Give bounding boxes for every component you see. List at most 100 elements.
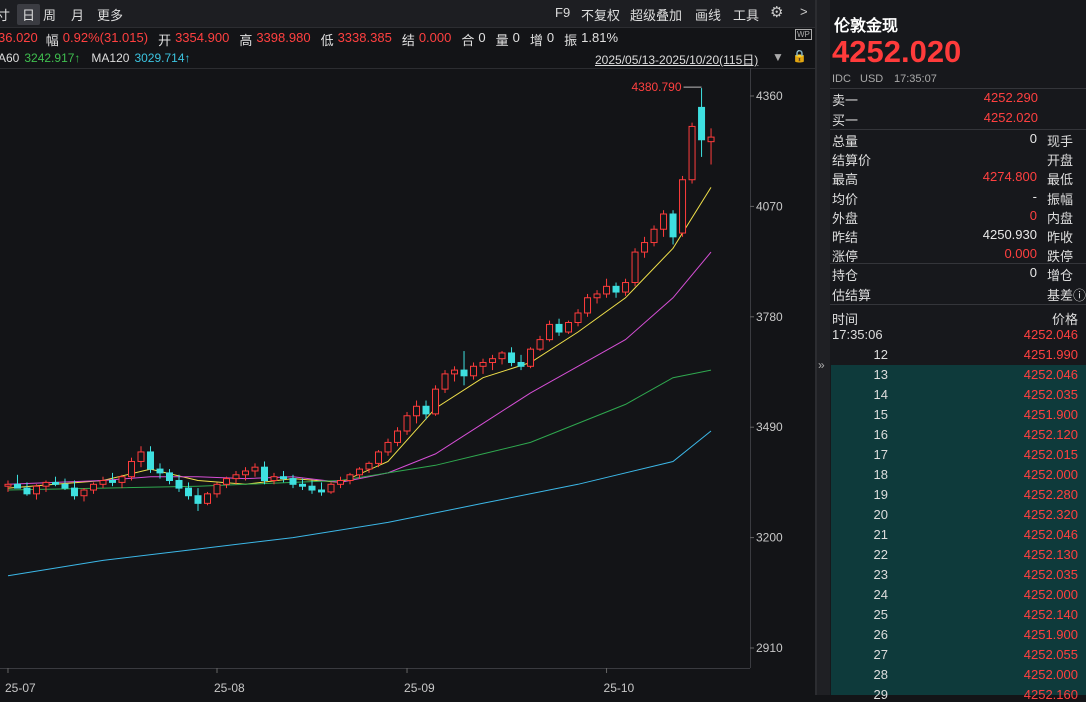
candle-body [422,405,430,415]
info-line: 36.020 幅 0.92%(31.015) 开 3354.900 高 3398.980 低 3… [0,28,813,48]
candle-body [546,323,554,341]
tick-price: 4251.900 [1023,407,1078,422]
tick-price: 4252.120 [1023,427,1078,442]
candle-body [555,323,563,333]
field-label: 内盘 [1047,210,1074,226]
candle-body [4,483,12,487]
candle-body [622,282,630,293]
info-label: 低 [320,33,334,48]
quote-meta: 17:35:07 [894,73,937,85]
candle-body [612,285,620,293]
candle-body [327,483,335,493]
candle-body [70,487,78,497]
more-icon[interactable]: > [800,4,808,19]
field-label: 最低 [1047,172,1074,188]
candle-body [127,460,135,478]
tick-time: 20 [873,507,888,522]
lock-icon[interactable]: 🔒 [792,49,807,63]
tab[interactable]: 周 [43,8,57,23]
tab[interactable]: 更多 [97,8,124,23]
field-value: 0 [1029,207,1037,223]
candle-body [707,136,715,143]
candle-body [641,242,649,253]
field-value: 0 [1029,265,1037,280]
candle-body [346,474,354,481]
tick-time: 28 [873,667,888,682]
tab[interactable]: 月 [71,8,85,23]
candle-body [460,369,468,377]
tick-price: 4252.140 [1023,607,1078,622]
x-tick-label: 25-08 [214,681,245,695]
panel-toggle[interactable]: » [815,0,830,695]
candle-body [356,468,364,476]
tool-button[interactable]: 超级叠加 [630,8,683,23]
ma-line [7,251,712,485]
candle-body [527,348,535,367]
candle-body [565,322,573,333]
field-label: 昨结 [832,230,859,245]
date-range[interactable]: 2025/05/13-2025/10/20(115日) [595,53,759,67]
divider [830,263,1086,264]
candle-body [413,405,421,417]
divider [830,304,1086,305]
quote-panel: 伦敦金现 4252.020 IDC USD 17:35:07 卖一 4252.290 买一 42… [830,0,1086,702]
tool-button[interactable]: 不复权 [581,8,621,23]
x-tick-label: 25-07 [5,681,36,695]
info-label: 结 [401,33,415,48]
tab[interactable]: 日 [17,4,41,25]
info-items: 36.020 幅 0.92%(31.015) 开 3354.900 高 3398.980 低 3… [0,30,624,49]
info-value: 3338.385 [337,30,392,45]
candle-body [280,476,288,480]
candle-body [51,481,59,485]
tick-price: 4252.055 [1023,647,1078,662]
candle-body [660,213,668,230]
candle-body [375,451,383,464]
tick-price: 4251.990 [1023,347,1078,362]
last-price: 4252.020 [832,34,962,69]
quote-meta: USD [860,73,884,85]
candle-body [32,485,40,495]
tick-time: 17:35:06 [832,327,883,342]
candle-body [175,480,183,489]
tick-time: 13 [873,367,888,382]
tick-time: 19 [873,487,888,502]
settings-icon[interactable]: ⚙ [770,4,784,21]
ma-line [7,369,712,491]
tick-time: 26 [873,627,888,642]
field-label: 最高 [832,172,859,188]
candle-body [203,493,211,504]
tick-time: 21 [873,527,888,542]
quote-meta: IDC [832,73,851,85]
candle-body [441,373,449,390]
candle-body [679,179,687,234]
tick-time: 15 [873,407,888,422]
tool-button[interactable]: 工具 [733,8,760,23]
tick-price: 4252.000 [1023,667,1078,682]
tool-button[interactable]: F9 [555,5,571,20]
info-value: 3354.900 [175,30,230,45]
field-value: 4252.020 [983,110,1038,125]
candle-body [108,480,116,483]
tab[interactable]: 寸 [0,8,11,23]
candle-body [365,462,373,470]
range-toggle[interactable]: ▼ [772,50,784,64]
field-label: 增仓 [1047,268,1074,283]
y-tick-label: 2910 [756,641,783,655]
field-label: 结算价 [832,153,872,169]
candle-body [23,487,31,495]
y-tick-label: 4070 [756,199,783,213]
divider [830,129,1086,130]
candle-body [261,466,269,482]
candle-body [479,361,487,367]
candle-body [13,483,21,489]
candle-body [232,474,240,480]
tool-button[interactable]: 画线 [695,8,722,23]
ma-items: A60 3242.917↑ MA120 3029.714↑ [0,51,197,65]
candle-body [270,476,278,482]
candle-body [517,361,525,367]
candle-body [508,352,516,363]
field-label: 现手 [1047,134,1074,149]
ma-name: MA120 [91,51,130,65]
candle-body [156,468,164,474]
